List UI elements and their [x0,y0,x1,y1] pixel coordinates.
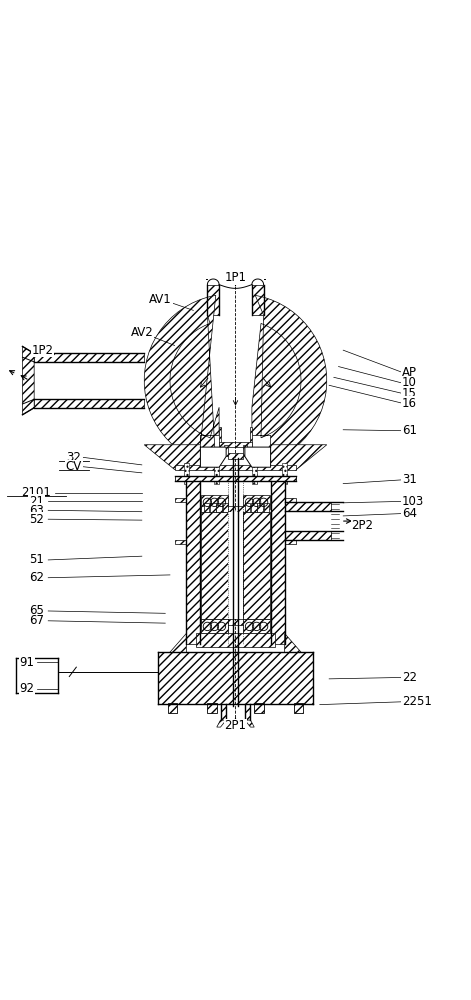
Text: 22: 22 [402,671,417,684]
Bar [251,503,257,512]
Bar [251,619,257,628]
Polygon shape [252,295,327,466]
Bar [243,445,247,456]
Bar [210,619,216,628]
Bar [217,619,222,628]
Bar [284,540,296,544]
Bar [284,498,296,502]
Bar [201,506,256,512]
Bar [175,477,296,481]
Text: 2101: 2101 [22,486,51,499]
Bar [254,703,264,713]
Bar [203,619,209,628]
Bar [245,619,251,628]
Polygon shape [144,445,200,470]
Polygon shape [284,633,301,657]
Polygon shape [245,720,254,727]
Text: CV: CV [66,460,82,473]
Bar [224,445,228,456]
Text: 52: 52 [29,513,44,526]
Text: 65: 65 [29,604,44,617]
Bar [284,502,332,511]
Bar [175,476,296,481]
Polygon shape [245,447,271,467]
Bar [203,503,209,512]
Polygon shape [228,512,243,619]
Polygon shape [200,447,226,467]
Bar [244,495,270,509]
Bar [201,619,256,625]
Bar [244,512,270,619]
Text: 2P1: 2P1 [225,719,246,732]
Bar [294,703,303,713]
Bar [201,619,227,633]
Polygon shape [144,295,219,466]
Text: 15: 15 [402,387,416,400]
Bar [250,427,252,445]
Bar [34,353,144,362]
Bar [282,463,287,484]
Bar [34,399,144,408]
Bar [201,495,227,509]
Text: 1P1: 1P1 [225,271,246,284]
Bar [264,619,269,628]
Text: 10: 10 [402,376,416,389]
Bar [184,463,189,484]
Text: 67: 67 [29,614,44,627]
Text: 2P2: 2P2 [352,519,374,532]
Bar [214,463,219,484]
Bar [220,704,226,720]
Bar [175,498,187,502]
Polygon shape [217,720,226,727]
Text: 63: 63 [29,504,44,517]
Bar [219,442,252,447]
Bar [223,619,228,628]
Bar [257,619,263,628]
Bar [245,704,251,720]
Text: 21: 21 [29,495,44,508]
Bar [228,453,243,459]
Bar [217,503,222,512]
Bar [175,465,296,470]
Bar [257,503,263,512]
Polygon shape [271,445,327,470]
Bar [187,481,200,644]
Bar [223,503,228,512]
Bar [252,285,264,315]
Bar [271,481,284,644]
Text: 1P2: 1P2 [32,344,54,357]
Bar [168,703,177,713]
Bar [244,619,270,633]
Text: AV1: AV1 [149,293,172,306]
Text: 32: 32 [66,451,81,464]
Bar [175,540,187,544]
Text: AP: AP [402,366,417,379]
Bar [252,463,257,484]
Bar [196,633,275,647]
Text: 51: 51 [29,553,44,566]
Text: 64: 64 [402,507,417,520]
Text: 103: 103 [402,495,424,508]
Bar [201,512,227,619]
Bar [284,531,332,540]
Text: 62: 62 [29,571,44,584]
Text: 2251: 2251 [402,695,431,708]
Bar [219,427,221,445]
Bar [245,503,251,512]
Text: 31: 31 [402,473,416,486]
Polygon shape [23,346,34,415]
Text: 92: 92 [20,682,35,695]
Bar [207,703,217,713]
Text: 16: 16 [402,397,417,410]
Polygon shape [170,633,187,657]
Text: 61: 61 [402,424,417,437]
Bar [158,652,313,704]
Text: AV2: AV2 [130,326,153,339]
Bar [264,503,269,512]
Bar [210,503,216,512]
Bar [207,285,219,315]
Text: 91: 91 [20,656,35,669]
